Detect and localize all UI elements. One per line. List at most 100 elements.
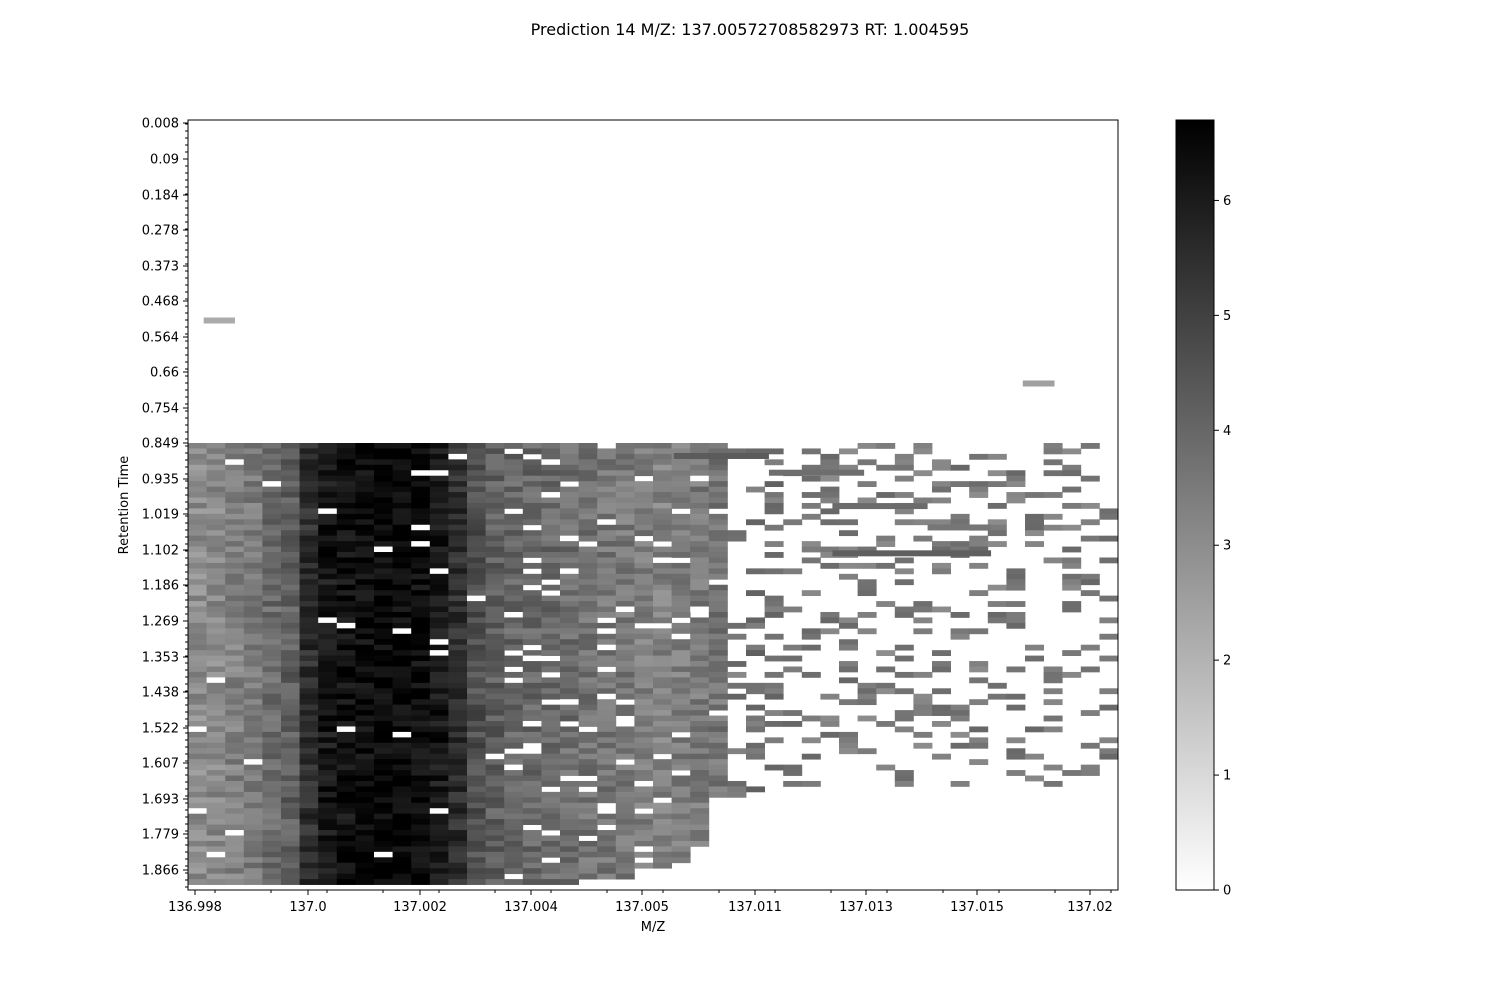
heatmap-cell [318,519,338,526]
heatmap-cell [206,492,226,498]
heatmap-cell [262,759,282,766]
heatmap-cell [708,611,728,618]
heatmap-cell [411,791,431,798]
heatmap-cell [1025,655,1044,662]
heatmap-cell [318,846,338,853]
heatmap-cell [392,726,412,733]
heatmap-cell [262,879,282,885]
heatmap-cell [950,710,970,716]
y-tick-label: 1.186 [142,579,179,594]
heatmap-cell [225,770,245,776]
heatmap-cell [671,622,691,629]
heatmap-cell [188,617,207,624]
heatmap-cell [504,813,524,820]
heatmap-cell [690,661,710,667]
heatmap-cell [504,830,524,836]
heatmap-cell [504,802,524,809]
heatmap-cell [671,601,691,607]
heatmap-cell [485,464,505,471]
heatmap-cell [411,655,431,662]
heatmap-cell [727,780,747,787]
heatmap-cell [448,868,468,875]
heatmap-cell [634,731,654,738]
heatmap-cell [708,492,728,498]
heatmap-cell [392,808,412,815]
heatmap-cell [504,541,524,547]
heatmap-cell [355,524,375,531]
heatmap-cell [243,726,263,733]
heatmap-cell [578,519,598,526]
heatmap-cell [206,486,226,493]
heatmap-cell [857,699,877,706]
heatmap-cell [467,584,486,591]
heatmap-cell [281,819,300,825]
x-axis: 136.998 137.0 137.002 137.004 137.005 137.011… [168,890,1113,915]
heatmap-cell [876,541,896,547]
heatmap-cell [727,671,747,678]
heatmap-cell [281,830,300,836]
heatmap-cell [541,791,561,798]
heatmap-cell [578,791,598,798]
heatmap-cell [188,726,207,733]
heatmap-cell [467,541,486,547]
heatmap-cell [225,584,245,591]
heatmap-cell [392,770,412,776]
heatmap-cell [485,786,505,793]
heatmap-cell [820,486,840,493]
heatmap-cell [281,524,300,531]
heatmap-cell [411,546,431,553]
y-tick-label: 0.754 [142,402,179,417]
heatmap-cell [448,721,468,727]
heatmap-cell [448,710,468,716]
heatmap-cell [262,808,282,815]
heatmap-cell [560,688,579,695]
heatmap-cell [336,535,356,542]
heatmap-cell [950,513,970,520]
heatmap-cell [262,753,282,760]
heatmap-cell [1062,562,1082,569]
heatmap-cell [634,802,654,809]
heatmap-cell [281,808,300,815]
heatmap-cell [485,633,505,640]
heatmap-cell [206,715,226,722]
heatmap-cell [708,562,728,569]
heatmap-cell [467,726,486,733]
heatmap-cell [653,606,672,613]
heatmap-cell [206,524,226,531]
heatmap-cell [634,611,654,618]
heatmap-cell [541,682,561,689]
heatmap-cell [634,513,654,520]
heatmap-cell [560,726,579,733]
heatmap-cell [336,644,356,651]
heatmap-cell [671,851,691,858]
heatmap-cell [690,535,710,542]
heatmap-cell [578,443,598,449]
heatmap-cell [392,813,412,820]
heatmap-cell [318,737,338,744]
heatmap-cell [746,448,765,455]
heatmap-cell [467,508,486,515]
heatmap-cell [485,775,505,782]
heatmap-cell [281,726,300,733]
heatmap-cell [318,481,338,488]
heatmap-cell [374,508,393,515]
heatmap-cell [1099,535,1119,542]
heatmap-cell [671,835,691,842]
heatmap-cell [392,879,412,885]
heatmap-cell [336,557,356,564]
heatmap-cell [281,813,300,820]
heatmap-cell [374,492,393,498]
y-tick-label: 1.607 [142,757,179,772]
heatmap-cell [448,764,468,771]
heatmap-cell [615,497,635,504]
heatmap-cell [1080,519,1100,526]
heatmap-cell [708,639,728,646]
heatmap-cell [801,753,821,760]
heatmap-cell [615,541,635,547]
heatmap-cell [597,519,617,526]
heatmap-cell [374,775,393,782]
heatmap-cell [262,464,282,471]
heatmap-cell [392,552,412,558]
heatmap-cell [243,797,263,804]
heatmap-cell [578,704,598,711]
